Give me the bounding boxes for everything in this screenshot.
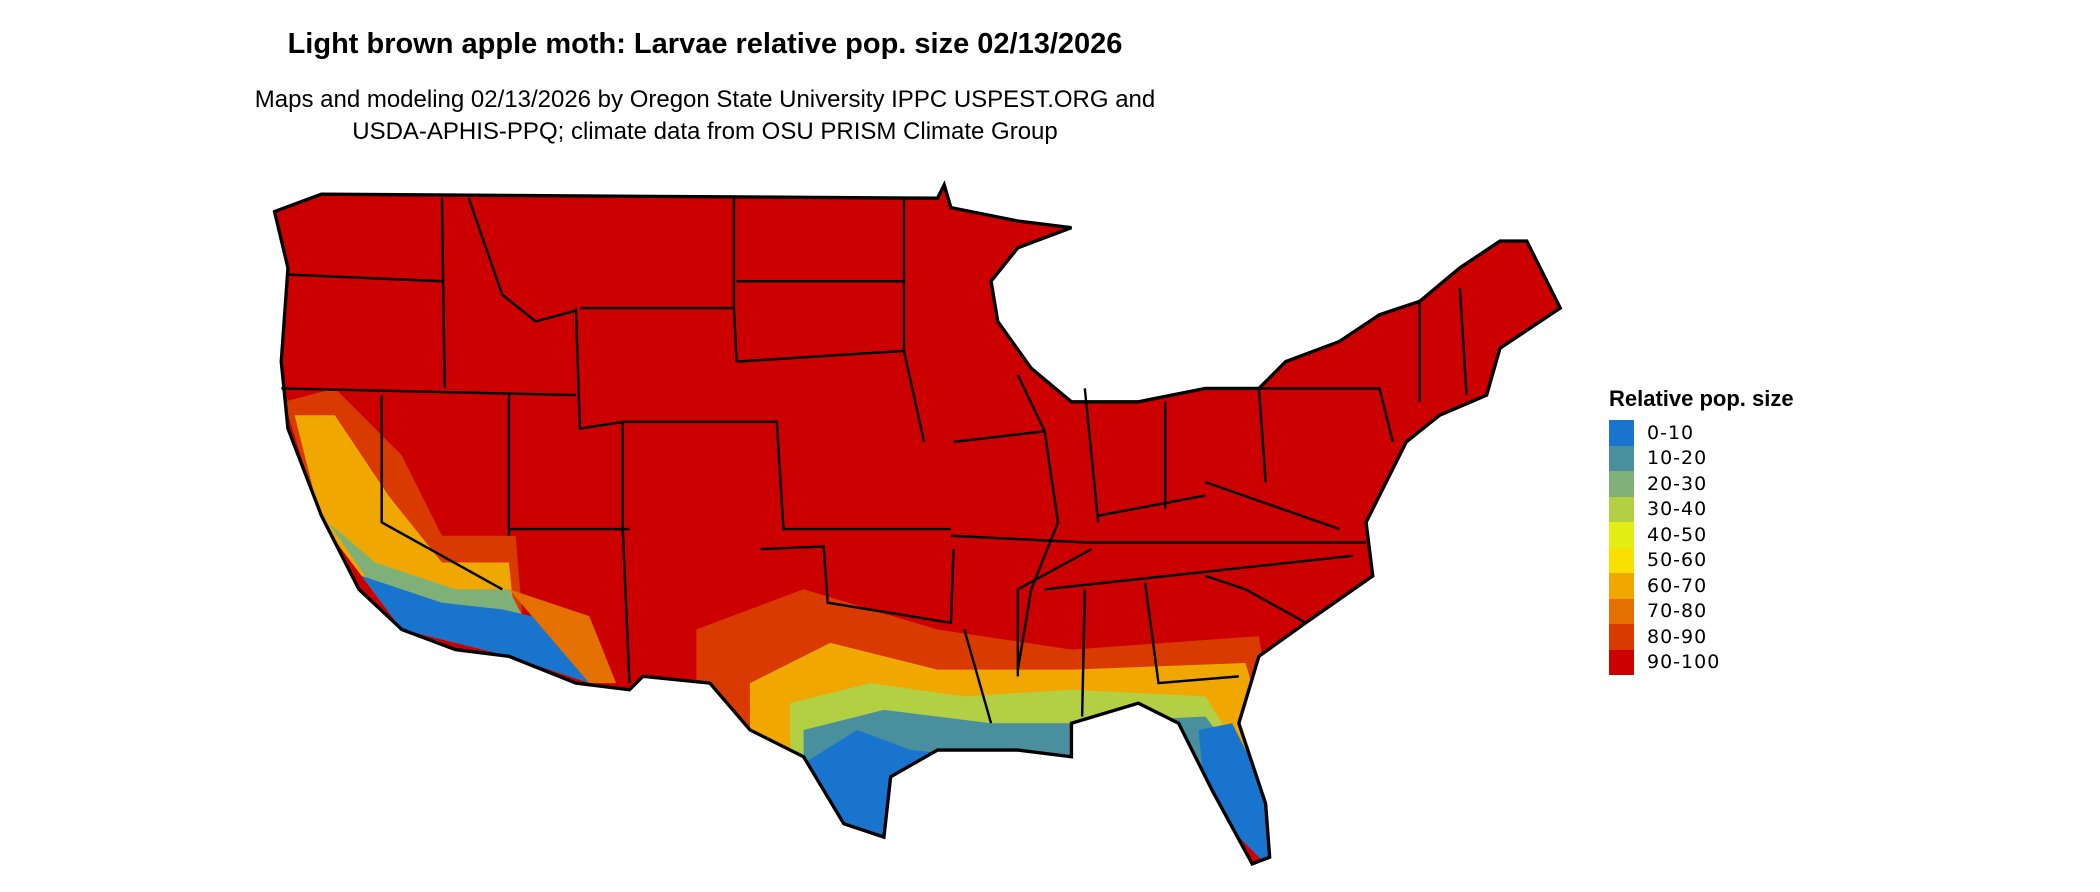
state-border	[1458, 287, 1468, 396]
legend-item: 80-90	[1609, 624, 1794, 650]
state-border	[1083, 388, 1100, 523]
legend-swatch	[1609, 573, 1634, 599]
legend-item: 30-40	[1609, 496, 1794, 522]
map-subtitle-line-1: Maps and modeling 02/13/2026 by Oregon S…	[254, 86, 1156, 113]
state-border	[953, 430, 1045, 444]
state-border	[1257, 388, 1267, 483]
population-band	[294, 415, 516, 630]
state-border	[281, 387, 576, 397]
legend-label: 20-30	[1647, 472, 1708, 495]
state-border	[1204, 481, 1340, 531]
legend-swatch	[1609, 547, 1634, 573]
legend-label: 60-70	[1647, 574, 1708, 597]
state-border	[467, 197, 577, 323]
state-border	[1016, 548, 1093, 677]
legend-swatch	[1609, 649, 1634, 675]
state-border	[574, 308, 624, 536]
legend: Relative pop. size 0-10 10-20 20-30 30-40 40…	[1609, 386, 1794, 675]
state-border	[1097, 494, 1206, 517]
state-border	[963, 629, 993, 724]
state-border	[950, 534, 1367, 544]
legend-swatch	[1609, 420, 1634, 446]
legend-label: 10-20	[1647, 447, 1708, 470]
legend-label: 90-100	[1647, 651, 1721, 674]
state-border	[621, 528, 631, 684]
legend-item: 10-20	[1609, 445, 1794, 471]
legend-label: 0-10	[1647, 421, 1695, 444]
legend-item: 20-30	[1609, 471, 1794, 497]
state-borders	[281, 197, 1468, 724]
state-border	[380, 395, 503, 591]
state-border	[579, 306, 738, 362]
legend-title: Relative pop. size	[1609, 386, 1794, 411]
state-border	[1204, 574, 1307, 624]
legend-label: 50-60	[1647, 549, 1708, 572]
state-border	[1143, 582, 1239, 685]
state-border	[1258, 387, 1395, 443]
legend-label: 70-80	[1647, 600, 1708, 623]
legend-label: 30-40	[1647, 498, 1708, 521]
legend-swatch	[1609, 598, 1634, 624]
map-title: Light brown apple moth: Larvae relative …	[287, 28, 1123, 60]
legend-item: 70-80	[1609, 598, 1794, 624]
state-border	[760, 545, 955, 625]
state-border	[622, 420, 951, 531]
legend-swatch	[1609, 522, 1634, 548]
legend-swatch	[1609, 624, 1634, 650]
legend-label: 40-50	[1647, 523, 1708, 546]
population-band	[1198, 723, 1273, 864]
state-border	[440, 198, 446, 389]
us-outline-border	[272, 180, 1563, 866]
population-band	[361, 575, 590, 684]
legend-item: 60-70	[1609, 573, 1794, 599]
state-border	[287, 273, 443, 283]
legend-item: 90-100	[1609, 649, 1794, 675]
state-border	[1080, 589, 1087, 717]
legend-item: 50-60	[1609, 547, 1794, 573]
legend-item: 0-10	[1609, 420, 1794, 446]
state-border	[1016, 374, 1060, 670]
legend-swatch	[1609, 496, 1634, 522]
legend-swatch	[1609, 471, 1634, 497]
map-subtitle-line-2: USDA-APHIS-PPQ; climate data from OSU PR…	[352, 118, 1058, 145]
legend-label: 80-90	[1647, 625, 1708, 648]
population-band	[508, 589, 617, 684]
state-border	[1044, 554, 1353, 591]
legend-swatch	[1609, 445, 1634, 471]
legend-item: 40-50	[1609, 522, 1794, 548]
